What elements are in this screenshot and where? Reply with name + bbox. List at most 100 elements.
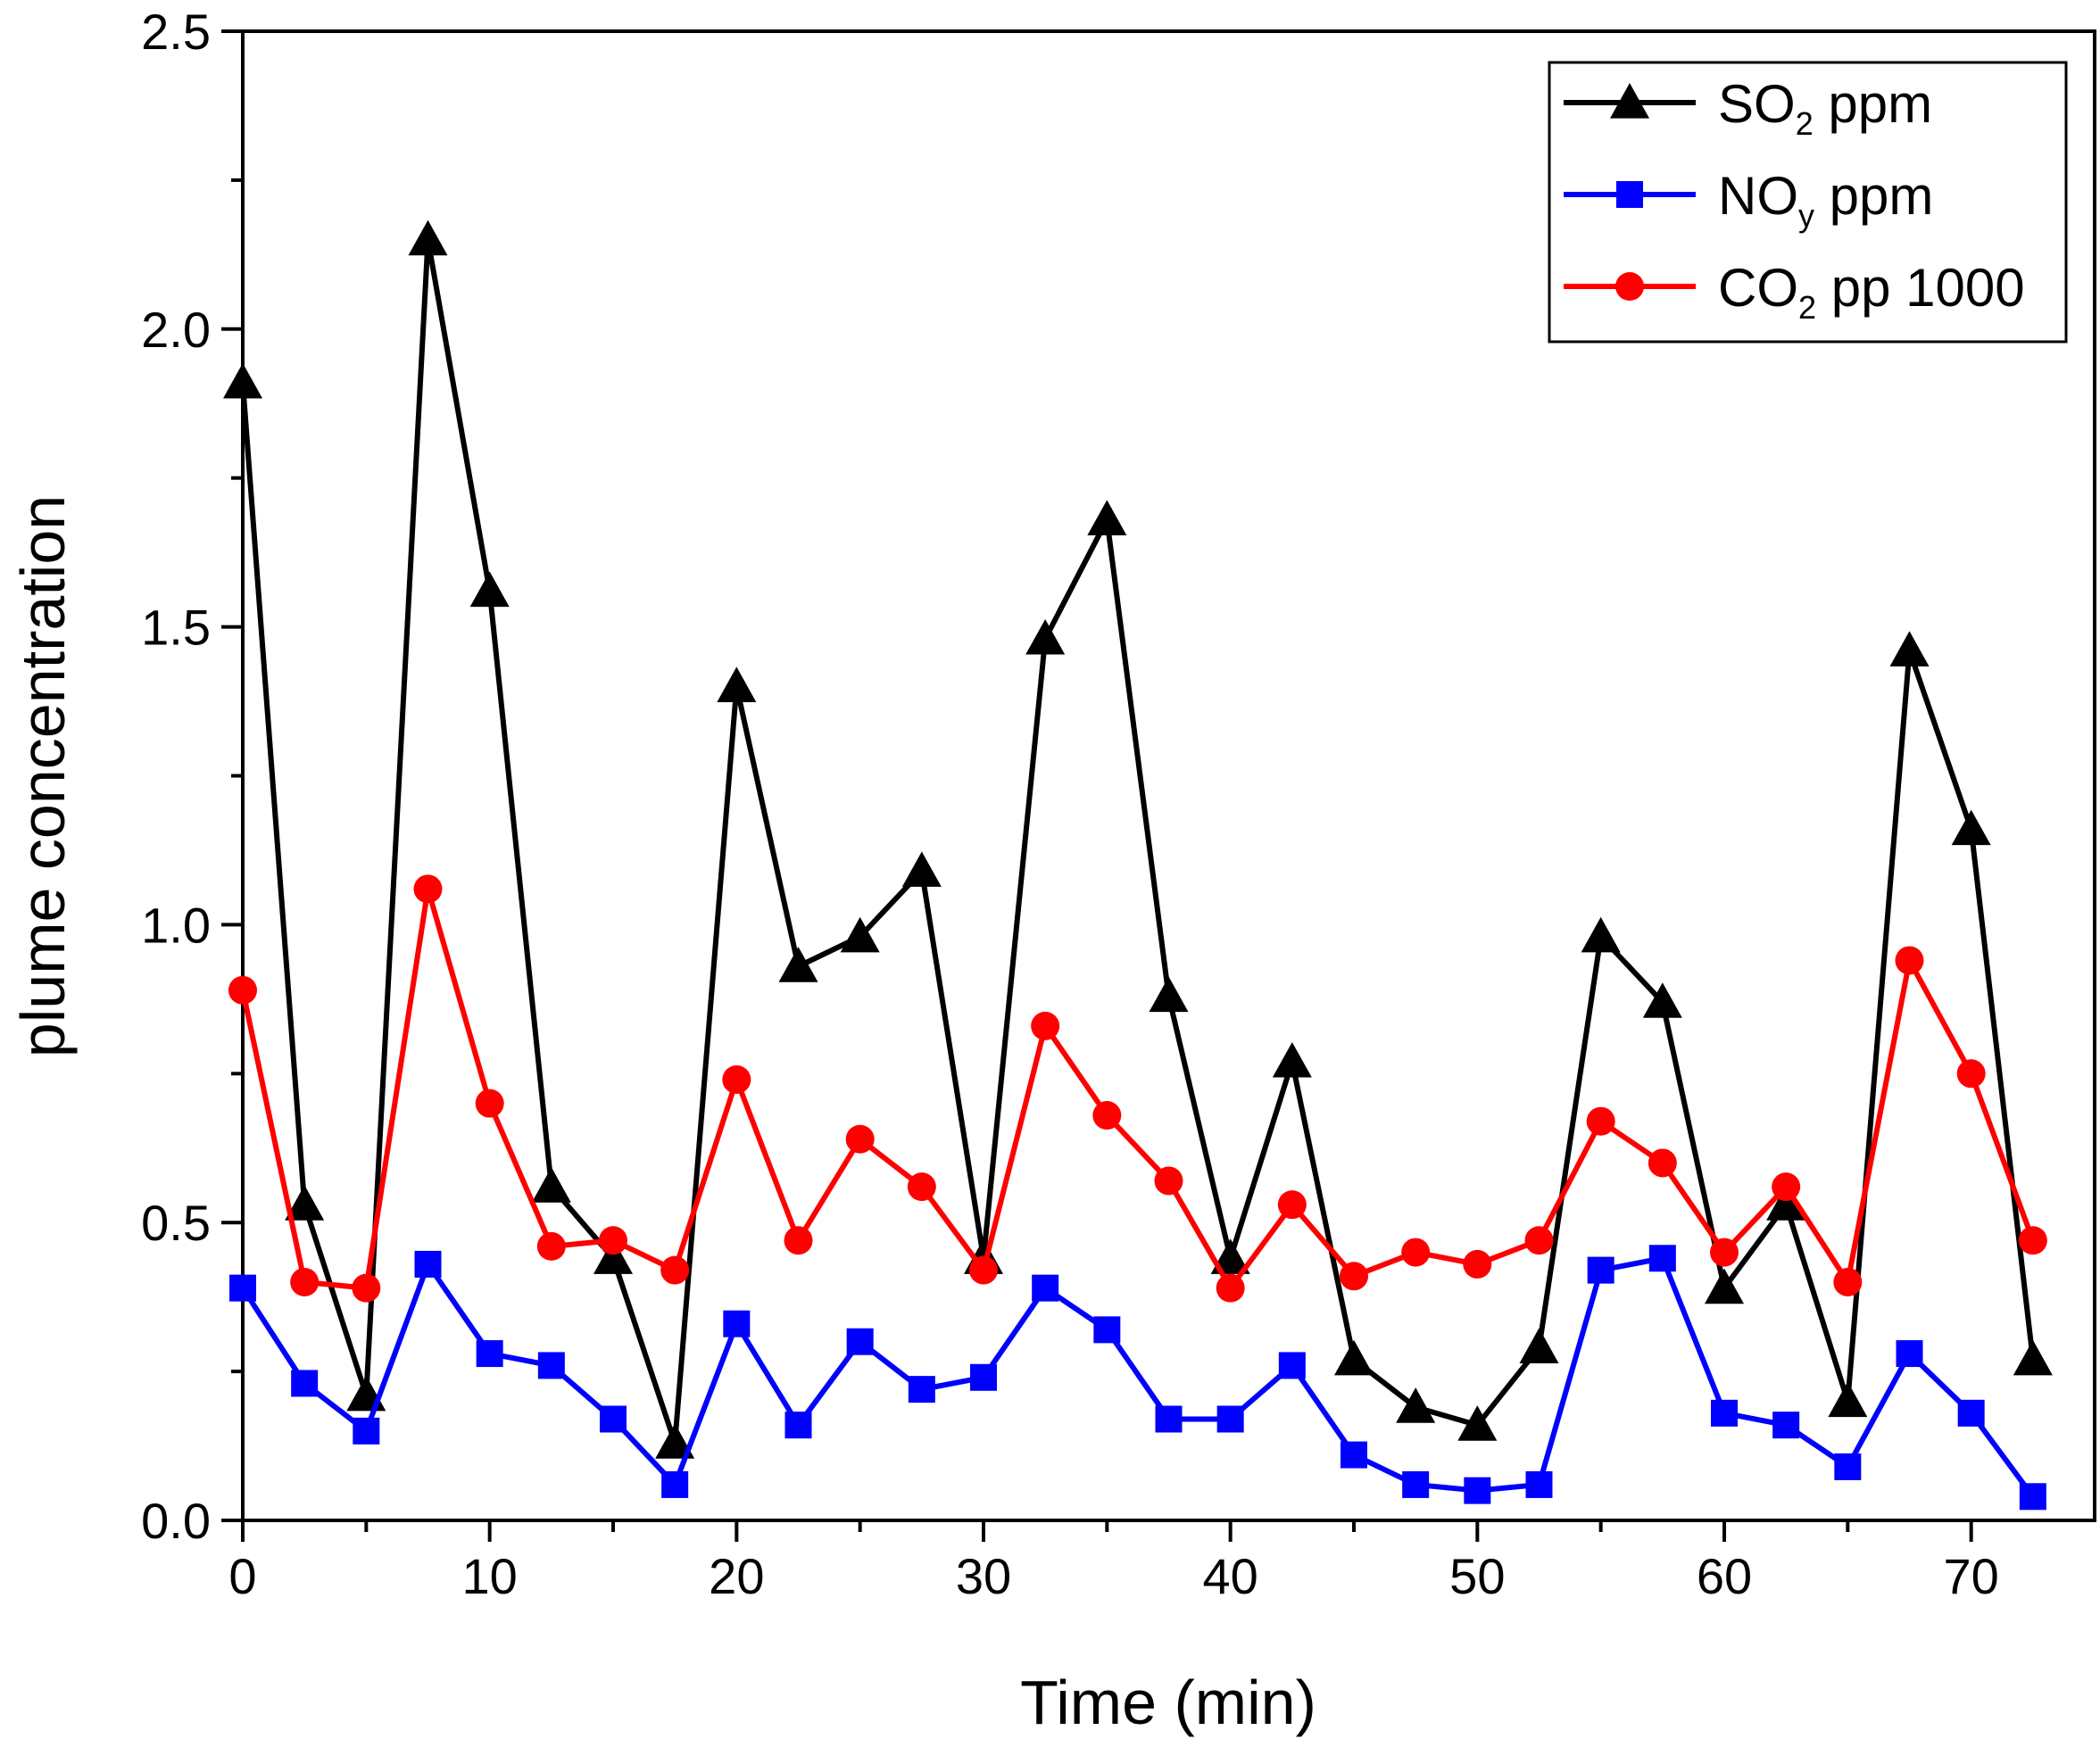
data-point-so2-ppm	[1334, 1339, 1374, 1376]
data-point-co2-pp-1000	[1895, 946, 1924, 975]
data-point-so2-ppm	[1149, 976, 1189, 1013]
data-point-so2-ppm	[1828, 1381, 1868, 1418]
data-point-so2-ppm	[840, 916, 880, 953]
data-point-co2-pp-1000	[1092, 1101, 1122, 1130]
y-axis: 0.0 0.5 1.0 1.5 2.0 2.5	[141, 4, 243, 1549]
x-tick-label: 30	[956, 1548, 1011, 1604]
data-point-co2-pp-1000	[722, 1064, 751, 1094]
x-axis: 0 10 20 30 40 50 60 70	[228, 1520, 1999, 1604]
data-point-co2-pp-1000	[1648, 1148, 1677, 1178]
y-tick-label: 2.0	[141, 302, 211, 358]
x-tick-label: 10	[462, 1548, 518, 1604]
data-point-co2-pp-1000	[1956, 1059, 1986, 1089]
legend-swatch-marker	[1616, 181, 1643, 208]
data-point-co2-pp-1000	[1524, 1226, 1554, 1255]
series-line-co2-pp-1000	[240, 886, 2036, 1291]
data-point-co2-pp-1000	[536, 1231, 566, 1261]
data-point-noy-ppm	[600, 1405, 627, 1433]
data-point-co2-pp-1000	[1216, 1273, 1245, 1303]
data-point-so2-ppm	[1581, 916, 1621, 953]
data-point-so2-ppm	[1396, 1387, 1436, 1423]
data-point-noy-ppm	[1278, 1352, 1306, 1379]
data-point-so2-ppm	[1766, 1185, 1806, 1221]
data-point-co2-pp-1000	[599, 1226, 627, 1255]
x-tick-label: 70	[1944, 1548, 1999, 1604]
data-point-so2-ppm	[593, 1238, 633, 1274]
data-point-noy-ppm	[1032, 1274, 1059, 1302]
data-point-so2-ppm	[469, 571, 510, 608]
legend-label: NOy ppm	[1718, 166, 1933, 234]
data-point-noy-ppm	[1896, 1340, 1923, 1368]
data-point-co2-pp-1000	[1710, 1238, 1739, 1267]
data-point-noy-ppm	[414, 1250, 442, 1278]
data-point-noy-ppm	[661, 1470, 689, 1498]
data-point-so2-ppm	[2013, 1339, 2053, 1376]
data-point-co2-pp-1000	[1277, 1190, 1307, 1220]
data-point-co2-pp-1000	[2018, 1226, 2047, 1255]
data-point-co2-pp-1000	[1031, 1011, 1060, 1040]
plot-area	[223, 29, 2096, 1522]
x-tick-label: 50	[1449, 1548, 1505, 1604]
series-line-noy-ppm	[240, 1255, 2036, 1499]
data-point-noy-ppm	[908, 1376, 935, 1403]
x-tick-label: 0	[228, 1548, 256, 1604]
data-point-so2-ppm	[1025, 618, 1066, 655]
data-point-so2-ppm	[1210, 1238, 1250, 1274]
y-tick-label: 0.0	[141, 1493, 211, 1549]
data-point-co2-pp-1000	[1401, 1238, 1431, 1267]
data-point-so2-ppm	[1519, 1328, 1559, 1363]
legend-item-co2-pp-1000: CO2 pp 1000	[1564, 258, 2025, 326]
y-tick-label: 0.5	[141, 1195, 211, 1251]
data-point-so2-ppm	[1642, 982, 1682, 1018]
data-point-noy-ppm	[537, 1352, 565, 1379]
legend: SO2 ppm NOy ppm CO2 pp 1000	[1548, 61, 2068, 344]
data-point-co2-pp-1000	[290, 1267, 320, 1296]
data-point-noy-ppm	[1341, 1441, 1367, 1469]
series-noy-ppm	[229, 1245, 2046, 1511]
data-point-noy-ppm	[846, 1328, 874, 1355]
legend-label: SO2 ppm	[1718, 74, 1932, 142]
data-point-noy-ppm	[1402, 1470, 1430, 1498]
data-point-so2-ppm	[901, 851, 942, 887]
x-axis-title: Time (min)	[1020, 1668, 1316, 1737]
data-point-noy-ppm	[353, 1417, 380, 1445]
data-point-so2-ppm	[778, 947, 818, 982]
data-point-so2-ppm	[1889, 631, 1930, 667]
legend-swatch-marker	[1615, 272, 1644, 301]
data-point-co2-pp-1000	[228, 975, 257, 1005]
series-co2-pp-1000	[228, 874, 2047, 1303]
y-tick-label: 2.5	[141, 4, 211, 60]
data-point-noy-ppm	[476, 1340, 503, 1368]
data-point-co2-pp-1000	[1340, 1262, 1368, 1291]
data-point-co2-pp-1000	[969, 1255, 998, 1285]
data-point-noy-ppm	[1772, 1412, 1800, 1439]
data-point-noy-ppm	[1711, 1399, 1738, 1427]
series-line-so2-ppm	[240, 236, 2036, 1446]
legend-item-noy-ppm: NOy ppm	[1564, 166, 1933, 234]
data-point-co2-pp-1000	[475, 1089, 504, 1118]
data-point-noy-ppm	[1587, 1256, 1614, 1284]
data-point-so2-ppm	[408, 219, 448, 256]
y-axis-title: plume concentration	[8, 495, 78, 1057]
data-point-co2-pp-1000	[845, 1124, 875, 1154]
data-point-noy-ppm	[970, 1363, 997, 1391]
data-point-so2-ppm	[1951, 809, 1991, 846]
data-point-co2-pp-1000	[907, 1172, 936, 1202]
data-point-noy-ppm	[1525, 1470, 1553, 1498]
x-tick-label: 40	[1203, 1548, 1258, 1604]
data-point-noy-ppm	[229, 1274, 256, 1302]
data-point-co2-pp-1000	[1772, 1172, 1801, 1202]
data-point-so2-ppm	[285, 1185, 325, 1221]
data-point-so2-ppm	[531, 1167, 571, 1203]
data-point-noy-ppm	[1957, 1399, 1985, 1427]
data-point-co2-pp-1000	[1154, 1166, 1183, 1196]
data-point-noy-ppm	[1093, 1316, 1121, 1344]
data-point-co2-pp-1000	[1586, 1106, 1615, 1136]
data-point-co2-pp-1000	[784, 1226, 813, 1255]
data-point-co2-pp-1000	[413, 874, 443, 904]
data-point-noy-ppm	[1648, 1245, 1676, 1272]
data-point-co2-pp-1000	[1463, 1249, 1492, 1279]
data-point-co2-pp-1000	[352, 1273, 381, 1303]
x-tick-label: 60	[1697, 1548, 1752, 1604]
